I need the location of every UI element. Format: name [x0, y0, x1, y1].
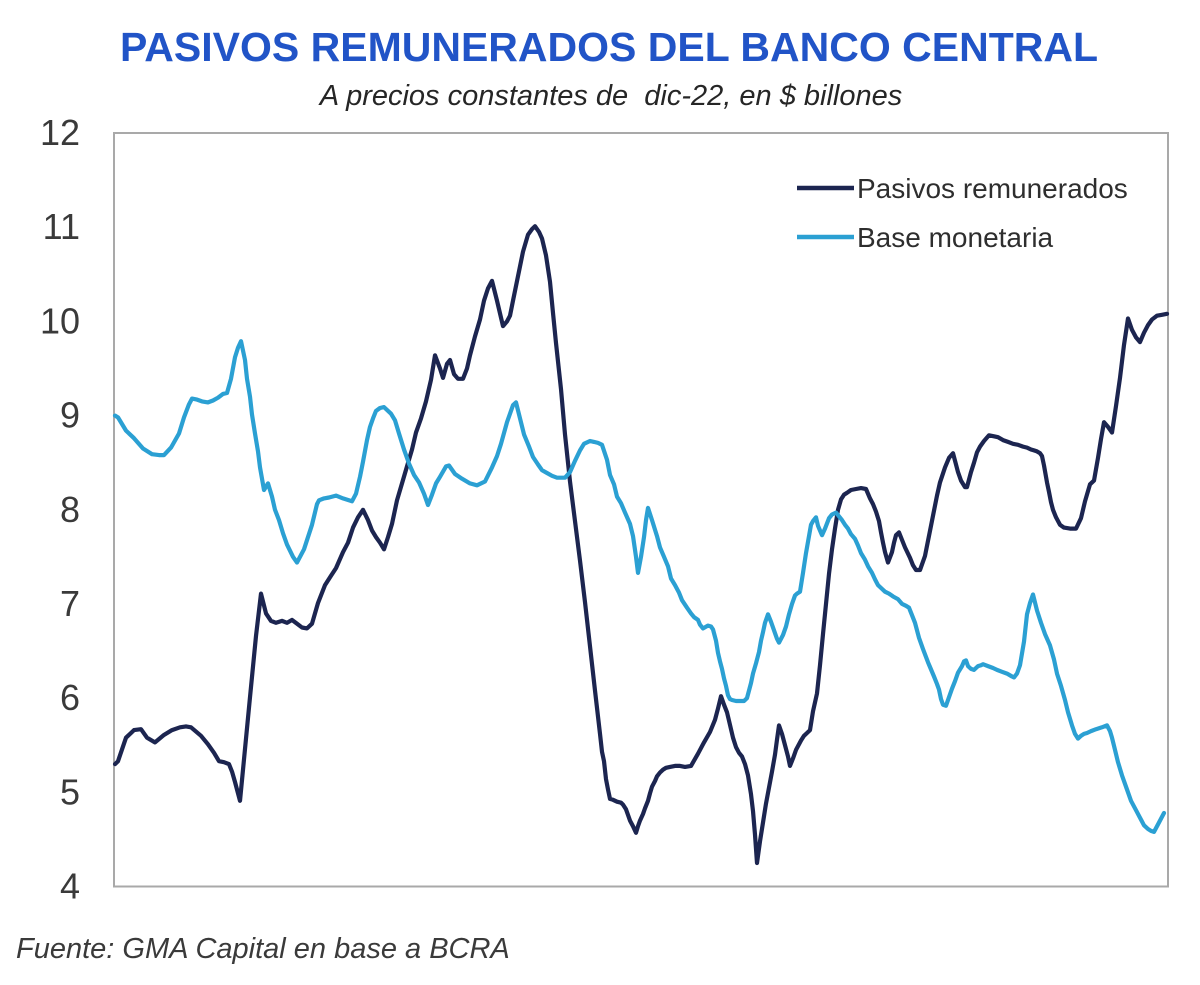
svg-text:12: 12	[40, 112, 80, 153]
svg-text:11: 11	[43, 206, 80, 247]
svg-text:6: 6	[60, 677, 80, 718]
svg-text:4: 4	[60, 866, 80, 907]
svg-text:Base monetaria: Base monetaria	[857, 222, 1054, 253]
svg-text:Pasivos remunerados: Pasivos remunerados	[857, 173, 1128, 204]
svg-text:7: 7	[60, 583, 80, 624]
svg-text:10: 10	[40, 300, 80, 341]
svg-text:9: 9	[60, 395, 80, 436]
svg-text:5: 5	[60, 771, 80, 812]
svg-text:8: 8	[60, 489, 80, 530]
